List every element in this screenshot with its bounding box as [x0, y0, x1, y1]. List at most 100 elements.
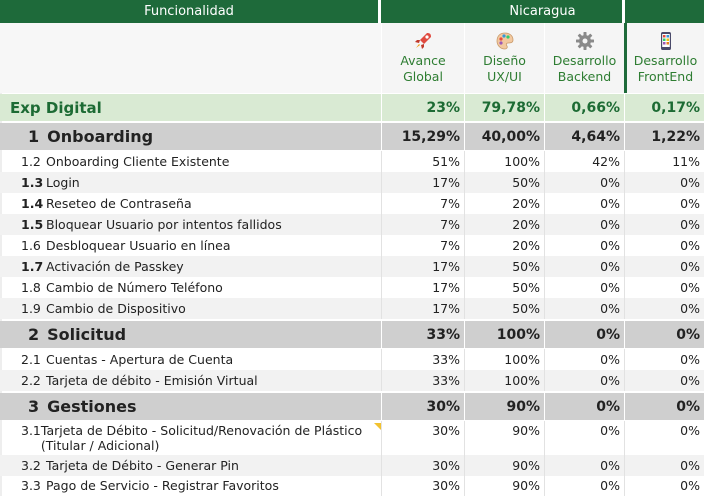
row-title-cell[interactable]: 1.9 Cambio de Dispositivo — [0, 298, 381, 319]
comment-indicator[interactable] — [374, 423, 381, 430]
exp-digital-label[interactable]: Exp Digital — [10, 98, 102, 117]
row-avance-value[interactable]: 17% — [381, 256, 464, 277]
exp-diseno-value[interactable]: 79,78% — [464, 94, 544, 121]
section-backend-value[interactable]: 0% — [544, 321, 624, 348]
row-backend-value[interactable]: 42% — [544, 151, 624, 172]
row-avance-value[interactable]: 17% — [381, 172, 464, 193]
row-backend-value[interactable]: 0% — [544, 298, 624, 319]
row-title-cell[interactable]: 1.3 Login — [0, 172, 381, 193]
section-backend-value[interactable]: 0% — [544, 393, 624, 420]
exp-frontend-value[interactable]: 0,17% — [624, 94, 704, 121]
row-frontend-value[interactable]: 0% — [624, 235, 704, 256]
row-frontend-value[interactable]: 0% — [624, 421, 704, 455]
row-avance-value[interactable]: 51% — [381, 151, 464, 172]
section-diseno-value[interactable]: 90% — [464, 393, 544, 420]
functionality-header[interactable]: Funcionalidad — [0, 0, 381, 23]
row-diseno-value[interactable]: 50% — [464, 172, 544, 193]
row-frontend-value[interactable]: 0% — [624, 256, 704, 277]
column-header-backend[interactable]: Desarrollo Backend — [544, 23, 624, 93]
section-title: Gestiones — [47, 397, 137, 416]
row-diseno-value[interactable]: 50% — [464, 256, 544, 277]
exp-backend-value[interactable]: 0,66% — [544, 94, 624, 121]
blank-header-cell[interactable] — [0, 23, 381, 93]
section-backend-value[interactable]: 4,64% — [544, 123, 624, 150]
row-title: Bloquear Usuario por intentos fallidos — [46, 217, 282, 232]
row-frontend-value[interactable]: 0% — [624, 298, 704, 319]
row-title-cell[interactable]: 3.2 Tarjeta de Débito - Generar Pin — [0, 455, 381, 476]
row-backend-value[interactable]: 0% — [544, 277, 624, 298]
row-backend-value[interactable]: 0% — [544, 235, 624, 256]
row-title-cell[interactable]: 1.2 Onboarding Cliente Existente — [0, 151, 381, 172]
section-diseno-value[interactable]: 100% — [464, 321, 544, 348]
row-title-cell[interactable]: 2.1 Cuentas - Apertura de Cuenta — [0, 349, 381, 370]
section-avance-value[interactable]: 15,29% — [381, 123, 464, 150]
row-diseno-value[interactable]: 20% — [464, 214, 544, 235]
section-avance-value[interactable]: 30% — [381, 393, 464, 420]
row-avance-value[interactable]: 30% — [381, 421, 464, 455]
table-row: 3.2 Tarjeta de Débito - Generar Pin 30% 9… — [0, 455, 704, 476]
row-avance-value[interactable]: 30% — [381, 455, 464, 476]
exp-avance-value[interactable]: 23% — [381, 94, 464, 121]
row-diseno-value[interactable]: 50% — [464, 277, 544, 298]
row-title-cell[interactable]: 1.6 Desbloquear Usuario en línea — [0, 235, 381, 256]
row-diseno-value[interactable]: 90% — [464, 475, 544, 496]
row-frontend-value[interactable]: 0% — [624, 172, 704, 193]
row-diseno-value[interactable]: 50% — [464, 298, 544, 319]
row-title-cell[interactable]: 3.3 Pago de Servicio - Registrar Favorito… — [0, 475, 381, 496]
row-backend-value[interactable]: 0% — [544, 455, 624, 476]
row-backend-value[interactable]: 0% — [544, 370, 624, 391]
column-header-diseno[interactable]: Diseño UX/UI — [464, 23, 544, 93]
section-title-cell[interactable]: 2 Solicitud — [0, 321, 381, 348]
row-title-cell[interactable]: 1.4 Reseteo de Contraseña — [0, 193, 381, 214]
row-avance-value[interactable]: 7% — [381, 235, 464, 256]
row-title-cell[interactable]: 1.5 Bloquear Usuario por intentos fallido… — [0, 214, 381, 235]
row-title-cell[interactable]: 3.1 Tarjeta de Débito - Solicitud/Renovac… — [0, 421, 381, 455]
row-avance-value[interactable]: 33% — [381, 349, 464, 370]
row-backend-value[interactable]: 0% — [544, 214, 624, 235]
section-title-cell[interactable]: 3 Gestiones — [0, 393, 381, 420]
column-header-frontend[interactable]: Desarrollo FrontEnd — [624, 23, 704, 93]
row-avance-value[interactable]: 7% — [381, 193, 464, 214]
left-gutter — [0, 0, 2, 496]
row-avance-value[interactable]: 33% — [381, 370, 464, 391]
row-title-cell[interactable]: 2.2 Tarjeta de débito - Emisión Virtual — [0, 370, 381, 391]
row-backend-value[interactable]: 0% — [544, 421, 624, 455]
row-frontend-value[interactable]: 0% — [624, 349, 704, 370]
section-frontend-value[interactable]: 0% — [624, 321, 704, 348]
row-diseno-value[interactable]: 100% — [464, 349, 544, 370]
table-row: 1.3 Login 17% 50% 0% 0% — [0, 172, 704, 193]
row-index: 3.3 — [21, 478, 41, 493]
row-title-cell[interactable]: 1.8 Cambio de Número Teléfono — [0, 277, 381, 298]
section-avance-value[interactable]: 33% — [381, 321, 464, 348]
row-backend-value[interactable]: 0% — [544, 475, 624, 496]
section-frontend-value[interactable]: 0% — [624, 393, 704, 420]
row-diseno-value[interactable]: 90% — [464, 421, 544, 455]
row-frontend-value[interactable]: 0% — [624, 370, 704, 391]
row-backend-value[interactable]: 0% — [544, 172, 624, 193]
row-backend-value[interactable]: 0% — [544, 256, 624, 277]
row-diseno-value[interactable]: 100% — [464, 151, 544, 172]
row-avance-value[interactable]: 30% — [381, 475, 464, 496]
row-avance-value[interactable]: 17% — [381, 277, 464, 298]
section-frontend-value[interactable]: 1,22% — [624, 123, 704, 150]
column-header-avance[interactable]: Avance Global — [381, 23, 464, 93]
row-frontend-value[interactable]: 0% — [624, 455, 704, 476]
section-diseno-value[interactable]: 40,00% — [464, 123, 544, 150]
row-backend-value[interactable]: 0% — [544, 349, 624, 370]
country-header[interactable]: Nicaragua — [381, 0, 704, 23]
row-frontend-value[interactable]: 11% — [624, 151, 704, 172]
row-frontend-value[interactable]: 0% — [624, 193, 704, 214]
section-title-cell[interactable]: 1 Onboarding — [0, 123, 381, 150]
row-avance-value[interactable]: 17% — [381, 298, 464, 319]
row-backend-value[interactable]: 0% — [544, 193, 624, 214]
row-frontend-value[interactable]: 0% — [624, 277, 704, 298]
backend-label-line2: Backend — [557, 69, 612, 84]
row-diseno-value[interactable]: 20% — [464, 235, 544, 256]
row-title-cell[interactable]: 1.7 Activación de Passkey — [0, 256, 381, 277]
row-diseno-value[interactable]: 20% — [464, 193, 544, 214]
row-diseno-value[interactable]: 90% — [464, 455, 544, 476]
row-diseno-value[interactable]: 100% — [464, 370, 544, 391]
row-frontend-value[interactable]: 0% — [624, 475, 704, 496]
row-frontend-value[interactable]: 0% — [624, 214, 704, 235]
row-avance-value[interactable]: 7% — [381, 214, 464, 235]
